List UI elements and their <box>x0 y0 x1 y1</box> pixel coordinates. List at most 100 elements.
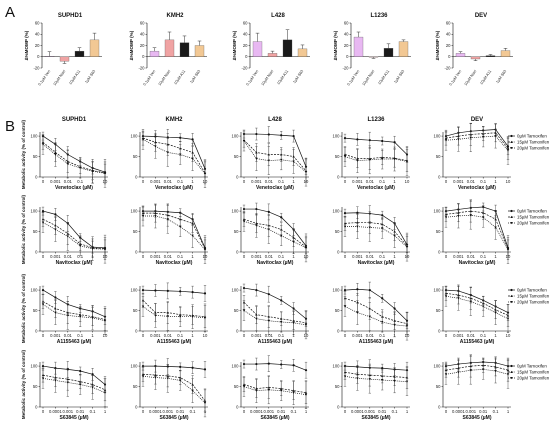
series-point <box>66 381 69 384</box>
line-x-tick-label: 10 <box>203 254 208 259</box>
series-line-2 <box>42 301 106 320</box>
series-point <box>41 143 45 146</box>
bar-y-tick-label: 0 <box>448 54 451 59</box>
series-point <box>267 388 270 392</box>
series-line-1 <box>344 212 408 245</box>
series-point <box>103 319 107 323</box>
bar-category-label: 10µM A11 <box>479 69 492 85</box>
series-point <box>267 159 270 162</box>
series-line-1 <box>244 208 307 247</box>
series-point <box>457 371 460 374</box>
series-line-3 <box>243 386 307 396</box>
line-x-axis-label: Venetoclax (µM) <box>256 185 294 191</box>
line-y-tick-label: 0 <box>135 328 138 333</box>
series-point <box>482 368 485 371</box>
series-point <box>356 377 359 380</box>
series-point <box>356 225 359 228</box>
line-x-axis-label: Navitoclax (µM) <box>56 260 93 266</box>
line-x-tick-label: 0.1 <box>392 409 398 414</box>
line-x-tick-label: 10 <box>304 179 309 184</box>
series-point <box>179 136 182 139</box>
line-y-tick-label: 0 <box>135 404 138 409</box>
series-point <box>292 364 295 367</box>
bar-category-label: 0.1µM Ven <box>143 69 157 86</box>
bar-chart-title: DEV <box>475 13 487 19</box>
bar-category-label: 10µM Navi <box>53 69 67 86</box>
series-line-1 <box>142 289 206 294</box>
bar-y-tick-label: 0 <box>142 54 145 59</box>
line-y-tick-label: 100 <box>333 363 341 368</box>
line-x-axis-label: S63845 (µM) <box>59 415 88 421</box>
bar-y-tick-label: 40 <box>344 32 349 37</box>
series-point <box>405 325 409 328</box>
line-chart-l428-row-2: 0 50 100 0 0.001 0.01 0.1 1 10 Navitoclax (µM) <box>232 202 309 266</box>
series-point <box>203 401 207 405</box>
series-point <box>494 226 497 229</box>
series-line-3 <box>142 306 206 319</box>
series-line-1 <box>244 133 307 167</box>
line-x-tick-label: 1 <box>393 254 396 259</box>
line-x-tick-label: 0.01 <box>64 179 73 184</box>
series-point <box>368 315 371 318</box>
series-point <box>255 157 258 160</box>
series-point <box>103 391 107 394</box>
legend-marker <box>510 377 513 380</box>
line-x-tick-label: 0.1 <box>291 409 297 414</box>
series-point <box>267 133 270 136</box>
line-y-axis-label: Metabolic activity (% of control) <box>21 349 26 419</box>
series-point <box>54 153 57 156</box>
line-x-tick-label: 0.1 <box>480 179 486 184</box>
line-x-tick-label: 0.001 <box>50 333 61 338</box>
series-point <box>242 220 246 223</box>
bar-y-tick-label: 60 <box>140 20 145 25</box>
line-x-axis-label: Navitoclax (µM) <box>358 260 395 266</box>
line-y-tick-label: 100 <box>131 133 139 138</box>
legend-label: 20µM Tamoxifen <box>517 376 550 381</box>
series-point <box>381 367 384 370</box>
bar-y-tick-label: -20 <box>342 65 349 70</box>
series-point <box>179 315 182 318</box>
series-line-2 <box>142 373 206 402</box>
series-point <box>41 288 45 292</box>
series-point <box>66 162 69 166</box>
series-point <box>267 362 270 365</box>
bar-y-tick-label: 20 <box>344 43 349 48</box>
line-y-axis-label: Metabolic activity (% of control) <box>21 273 26 343</box>
series-line-3 <box>344 375 408 382</box>
series-point <box>166 289 169 293</box>
bar-y-tick-label: -20 <box>33 65 40 70</box>
line-x-tick-label: 0 <box>344 409 347 414</box>
line-y-tick-label: 50 <box>335 384 340 389</box>
line-x-tick-label: 0 <box>243 254 246 259</box>
series-point <box>141 138 145 141</box>
line-x-tick-label: 0 <box>344 179 347 184</box>
bar <box>383 48 394 57</box>
series-point <box>242 309 246 312</box>
bar <box>353 36 364 57</box>
legend-label: 0µM Tamoxifen <box>517 209 547 214</box>
bar-category-label: 10µM A11 <box>276 69 289 85</box>
series-line-3 <box>42 304 106 322</box>
line-x-tick-label: 0.001 <box>352 333 363 338</box>
series-point <box>242 286 246 290</box>
legend-marker <box>510 215 513 218</box>
legend-marker <box>510 209 513 213</box>
line-x-axis-label: S63845 (µM) <box>462 415 491 421</box>
bar <box>194 45 205 57</box>
legend-marker <box>510 294 513 297</box>
bar-y-axis-label: ∆%MOMP (%) <box>435 30 440 60</box>
legend-marker <box>510 140 513 143</box>
line-y-tick-label: 0 <box>337 404 340 409</box>
series-point <box>393 141 396 144</box>
line-x-axis-label: S63845 (µM) <box>260 415 289 421</box>
series-point <box>91 170 94 173</box>
series-point <box>242 385 246 388</box>
series-line-1 <box>42 210 106 249</box>
line-x-tick-label: 0.0001 <box>250 409 263 414</box>
series-point <box>494 370 497 373</box>
bar <box>252 41 263 57</box>
series-point <box>368 226 371 229</box>
line-x-tick-label: 0.01 <box>479 409 488 414</box>
